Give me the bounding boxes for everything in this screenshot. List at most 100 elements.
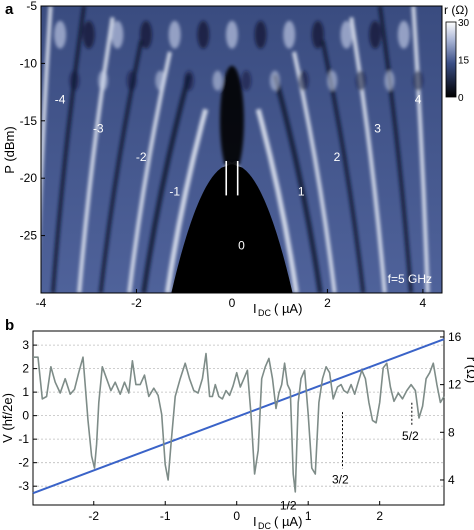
heatmap-fringe xyxy=(98,40,144,293)
frequency-annotation: f=5 GHz xyxy=(388,272,432,286)
heatmap-lobe xyxy=(327,70,338,91)
x-tick-label: 2 xyxy=(324,296,331,310)
x-tick-label: -2 xyxy=(131,296,142,310)
panel-a-x-label-I: I xyxy=(253,301,257,316)
heatmap-lobe xyxy=(311,20,324,49)
heatmap-central-dark-region xyxy=(171,164,293,293)
heatmap-lobe xyxy=(140,20,153,49)
panel-b-x-label-I: I xyxy=(253,514,257,529)
panel-b-label: b xyxy=(5,317,14,334)
panel-a-x-axis: -4 -2 0 2 4 xyxy=(36,289,427,310)
heatmap-fringe xyxy=(377,6,413,293)
panel-a-x-label-sub: DC xyxy=(258,308,271,318)
colorbar-ticks: 0 15 30 xyxy=(458,18,470,104)
heatmap-lobe xyxy=(69,70,80,91)
y2-tick-label: 8 xyxy=(448,425,455,439)
panel-b-frame xyxy=(32,330,445,506)
heatmap-lobe xyxy=(82,20,95,49)
y-tick-label: -20 xyxy=(20,171,38,185)
y-tick-label: -5 xyxy=(26,0,37,13)
heatmap-fringe xyxy=(77,17,115,293)
x-tick-label: 4 xyxy=(420,296,427,310)
x-tick-label: -4 xyxy=(36,296,47,310)
panel-b-x-label-unit: ( µA) xyxy=(274,514,302,529)
fraction-annotation: 1/2 xyxy=(280,499,297,513)
colorbar-tick-label: 30 xyxy=(458,18,470,29)
panel-a-y-label: P (dBm) xyxy=(2,126,17,173)
heatmap-fringe xyxy=(41,6,53,222)
panel-b-y2-label: r (Ω) xyxy=(464,357,474,383)
heatmap-lobe xyxy=(225,20,238,49)
panel-b-annotations: 1/2 3/2 5/2 xyxy=(280,402,419,513)
step-label: -1 xyxy=(169,184,180,198)
heatmap-fringes xyxy=(41,6,430,293)
step-label: 0 xyxy=(238,238,245,252)
y-tick-label: -15 xyxy=(20,114,38,128)
heatmap-fringe xyxy=(50,6,86,293)
y-tick-label: 2 xyxy=(22,362,29,376)
panel-b-y-axis: 3 2 1 0 -1 -2 -3 xyxy=(18,338,37,493)
heatmap-lobe xyxy=(54,20,67,49)
panel-b-y2-axis: 4 8 12 16 xyxy=(440,330,462,487)
panel-b-x-label-sub: DC xyxy=(258,521,271,530)
step-labels: -4 -3 -2 -1 0 1 2 3 4 xyxy=(55,93,422,253)
y-tick-label: 1 xyxy=(22,385,29,399)
x-tick-label: 2 xyxy=(376,509,383,523)
y-tick-label: 0 xyxy=(22,409,29,423)
heatmap-lobe xyxy=(283,20,296,49)
x-tick-label: 0 xyxy=(233,509,240,523)
voltage-series-line xyxy=(32,338,445,495)
heatmap-lobe xyxy=(197,20,210,49)
y-tick-label: -1 xyxy=(18,432,29,446)
panel-b-x-label: I DC ( µA) xyxy=(253,514,302,530)
heatmap-fringe xyxy=(141,74,192,293)
panel-a-label: a xyxy=(5,1,14,18)
heatmap-lobe xyxy=(413,70,424,91)
heatmap-fringe xyxy=(255,108,299,293)
x-tick-label: 0 xyxy=(229,296,236,310)
step-label: 2 xyxy=(334,150,341,164)
heatmap-lobe xyxy=(384,70,395,91)
colorbar-tick-label: 15 xyxy=(458,56,470,67)
heatmap-fringe xyxy=(320,40,366,293)
heatmap-fringe xyxy=(349,17,387,293)
colorbar xyxy=(445,21,457,98)
heatmap-fringe xyxy=(272,74,323,293)
heatmap-lobe xyxy=(241,70,252,91)
heatmap-lobe xyxy=(155,70,166,91)
colorbar-label: r (Ω) xyxy=(444,3,468,17)
heatmap-lobe xyxy=(269,70,280,91)
y2-tick-label: 4 xyxy=(448,473,455,487)
y2-tick-label: 12 xyxy=(448,378,462,392)
y-tick-label: 3 xyxy=(22,338,29,352)
heatmap-fringe xyxy=(411,6,430,293)
panel-a-y-axis: -5 -10 -15 -20 -25 xyxy=(20,0,45,243)
heatmap-lobe xyxy=(254,20,267,49)
heatmap-lobe xyxy=(340,20,353,49)
y-tick-label: -25 xyxy=(20,229,38,243)
panel-a-x-label: I DC ( µA) xyxy=(253,301,302,318)
panel-b-x-axis: -2 -1 0 1 2 xyxy=(88,501,383,523)
heatmap-lobe xyxy=(355,70,366,91)
colorbar-tick-label: 0 xyxy=(458,93,464,104)
panel-a-x-label-unit: ( µA) xyxy=(274,301,302,316)
fraction-annotation: 5/2 xyxy=(402,429,419,443)
step-label: -2 xyxy=(136,150,147,164)
y-tick-label: -10 xyxy=(20,56,38,70)
heatmap xyxy=(41,6,442,293)
fraction-annotation: 3/2 xyxy=(332,473,349,487)
heatmap-lobe xyxy=(369,20,382,49)
step-label: 1 xyxy=(298,184,305,198)
y-tick-label: -2 xyxy=(18,456,29,470)
heatmap-lobe xyxy=(397,20,410,49)
panel-b-y-label: V (hf/2e) xyxy=(0,393,15,443)
y-tick-label: -3 xyxy=(18,479,29,493)
heatmap-lobe xyxy=(126,70,137,91)
heatmap-frame xyxy=(40,5,443,294)
y2-tick-label: 16 xyxy=(448,330,462,344)
resistance-series-line xyxy=(33,352,445,493)
heatmap-lobe xyxy=(111,20,124,49)
heatmap-lobe xyxy=(168,20,181,49)
step-label: 4 xyxy=(415,93,422,107)
